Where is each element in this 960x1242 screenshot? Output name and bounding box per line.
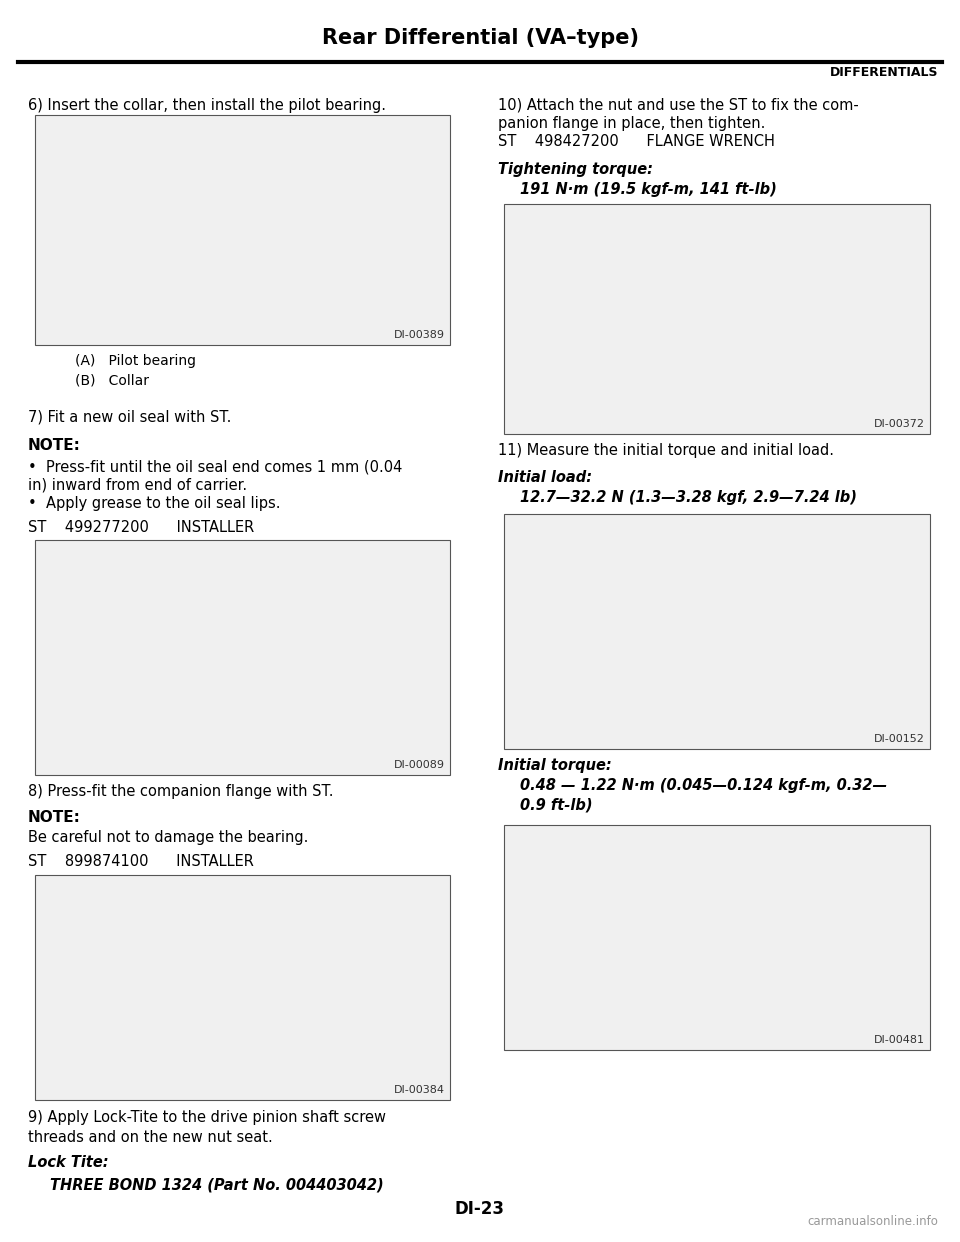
Text: DI-00372: DI-00372 (874, 419, 925, 428)
Text: •  Apply grease to the oil seal lips.: • Apply grease to the oil seal lips. (28, 496, 280, 510)
Text: Lock Tite:: Lock Tite: (28, 1155, 108, 1170)
Text: NOTE:: NOTE: (28, 438, 81, 453)
Bar (504, 204, 930, 433)
Text: 8) Press-fit the companion flange with ST.: 8) Press-fit the companion flange with S… (28, 784, 333, 799)
Text: Be careful not to damage the bearing.: Be careful not to damage the bearing. (28, 830, 308, 845)
Text: carmanualsonline.info: carmanualsonline.info (807, 1215, 938, 1228)
Text: in) inward from end of carrier.: in) inward from end of carrier. (28, 478, 247, 493)
Text: DIFFERENTIALS: DIFFERENTIALS (829, 66, 938, 79)
Text: (B)   Collar: (B) Collar (75, 374, 149, 388)
Text: Initial torque:: Initial torque: (498, 758, 612, 773)
Text: 6) Insert the collar, then install the pilot bearing.: 6) Insert the collar, then install the p… (28, 98, 386, 113)
Text: ST    899874100      INSTALLER: ST 899874100 INSTALLER (28, 854, 253, 869)
Text: 12.7—32.2 N (1.3—3.28 kgf, 2.9—7.24 lb): 12.7—32.2 N (1.3—3.28 kgf, 2.9—7.24 lb) (520, 491, 857, 505)
Bar (35, 116, 450, 345)
Text: 7) Fit a new oil seal with ST.: 7) Fit a new oil seal with ST. (28, 410, 231, 425)
Text: DI-00089: DI-00089 (394, 760, 445, 770)
Text: 10) Attach the nut and use the ST to fix the com-: 10) Attach the nut and use the ST to fix… (498, 98, 859, 113)
Bar (35, 540, 450, 775)
Bar (35, 876, 450, 1100)
Text: threads and on the new nut seat.: threads and on the new nut seat. (28, 1130, 273, 1145)
Text: Initial load:: Initial load: (498, 469, 592, 484)
Text: DI-23: DI-23 (455, 1200, 505, 1218)
Text: DI-00389: DI-00389 (394, 330, 445, 340)
Text: 11) Measure the initial torque and initial load.: 11) Measure the initial torque and initi… (498, 443, 834, 458)
Text: 9) Apply Lock-Tite to the drive pinion shaft screw: 9) Apply Lock-Tite to the drive pinion s… (28, 1110, 386, 1125)
Text: Tightening torque:: Tightening torque: (498, 161, 653, 178)
Text: DI-00481: DI-00481 (874, 1035, 925, 1045)
Text: DI-00384: DI-00384 (394, 1086, 445, 1095)
Text: ST    498427200      FLANGE WRENCH: ST 498427200 FLANGE WRENCH (498, 134, 775, 149)
Text: 0.9 ft-lb): 0.9 ft-lb) (520, 799, 592, 814)
Text: ST    499277200      INSTALLER: ST 499277200 INSTALLER (28, 520, 254, 535)
Text: DI-00152: DI-00152 (875, 734, 925, 744)
Text: 0.48 — 1.22 N·m (0.045—0.124 kgf-m, 0.32—: 0.48 — 1.22 N·m (0.045—0.124 kgf-m, 0.32… (520, 777, 887, 792)
Bar (504, 514, 930, 749)
Text: NOTE:: NOTE: (28, 810, 81, 825)
Text: (A)   Pilot bearing: (A) Pilot bearing (75, 354, 196, 368)
Text: panion flange in place, then tighten.: panion flange in place, then tighten. (498, 116, 765, 130)
Text: THREE BOND 1324 (Part No. 004403042): THREE BOND 1324 (Part No. 004403042) (50, 1177, 384, 1192)
Text: 191 N·m (19.5 kgf-m, 141 ft-lb): 191 N·m (19.5 kgf-m, 141 ft-lb) (520, 183, 777, 197)
Text: Rear Differential (VA–type): Rear Differential (VA–type) (322, 29, 638, 48)
Text: •  Press-fit until the oil seal end comes 1 mm (0.04: • Press-fit until the oil seal end comes… (28, 460, 402, 474)
Bar (504, 825, 930, 1049)
